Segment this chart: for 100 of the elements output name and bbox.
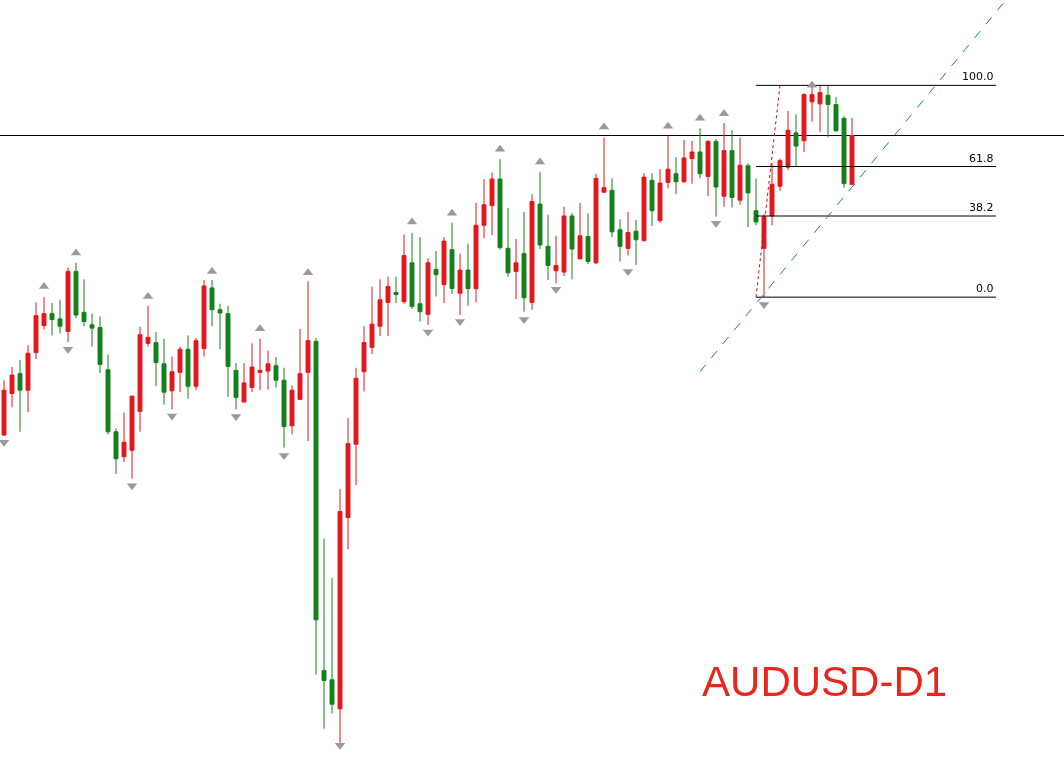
candlestick [137,326,143,433]
candlestick [281,367,287,449]
candlestick [25,344,31,413]
candlestick [385,276,391,337]
candlestick [145,305,151,348]
candlestick [265,350,271,391]
candlestick [793,113,799,168]
candlestick [313,337,319,676]
candlestick [481,178,487,239]
series-label: 100.0 [962,70,994,83]
candlestick [409,232,415,310]
candlestick [505,207,511,278]
candlestick [737,136,743,206]
candlestick [513,238,519,300]
candlestick [553,235,559,284]
candlestick [241,362,247,403]
candlestick [609,177,615,238]
candlestick [657,168,663,224]
candlestick [217,303,223,350]
candlestick [457,253,463,316]
candlestick [401,233,407,305]
candlestick [169,356,175,410]
candlestick [721,122,727,208]
candlestick [369,286,375,355]
candlestick [601,136,607,193]
candlestick [577,202,583,260]
candlestick [489,171,495,236]
candlestick [785,110,791,171]
candlestick [529,193,535,311]
candlestick [185,334,191,400]
text: AUDUSD-D1 [702,658,948,706]
candlestick [153,331,159,387]
candlestick [769,162,775,226]
candlestick [121,412,127,463]
candlestick [841,115,847,189]
candlestick [521,211,527,313]
candlestick [305,280,311,442]
candlestick [753,177,759,226]
candlestick [113,427,119,475]
candlestick [561,206,567,277]
candlestick [33,301,39,360]
candlestick [81,278,87,327]
candlestick [449,222,455,295]
candlestick [705,139,711,197]
candlestick [545,214,551,281]
candlestick [353,367,359,486]
candlestick [673,156,679,195]
candlestick [177,346,183,393]
candlestick [665,135,671,189]
candlestick [537,171,543,250]
candlestick [41,296,47,330]
candlestick [209,279,215,327]
candlestick [129,395,135,480]
series-label: 38.2 [969,201,994,214]
candlestick [625,211,631,257]
candlestick [233,362,239,410]
candlestick [49,302,55,336]
candlestick [777,158,783,192]
candlestick [377,278,383,337]
candlestick [257,338,263,391]
candlestick [161,338,167,406]
candlestick [193,337,199,391]
candlestick [465,243,471,307]
candlestick [321,538,327,730]
series-label: 0.0 [976,282,994,295]
candlestick [617,218,623,263]
candlestick [393,276,399,304]
candlestick [337,488,343,746]
candlestick [473,202,479,303]
candlestick [73,262,79,319]
candlestick [97,315,103,374]
candlestick [345,417,351,550]
candlestick [849,117,855,186]
candlestick [105,354,111,435]
candlestick [361,325,367,392]
candlestick [569,212,575,280]
candlestick [689,140,695,185]
candlestick [297,328,303,400]
candlestick [817,84,823,133]
candlestick [713,138,719,218]
candlestick [585,212,591,265]
candlestick [649,172,655,227]
candlestick [273,356,279,389]
candlestick [329,577,335,714]
candlestick [833,96,839,132]
candlestick [641,172,647,243]
candlestick [1,379,7,437]
candlestick [425,257,431,326]
candlestick [417,236,423,323]
candlestick [681,139,687,184]
candlestick [745,162,751,228]
candlestick [225,305,231,398]
candlestick [201,279,207,358]
candlestick [633,219,639,266]
candlestick [289,385,295,435]
candlestick [497,158,503,251]
candlestick [65,266,71,343]
candlestick [433,250,439,297]
candlestick [57,299,63,334]
candlestick [801,92,807,153]
